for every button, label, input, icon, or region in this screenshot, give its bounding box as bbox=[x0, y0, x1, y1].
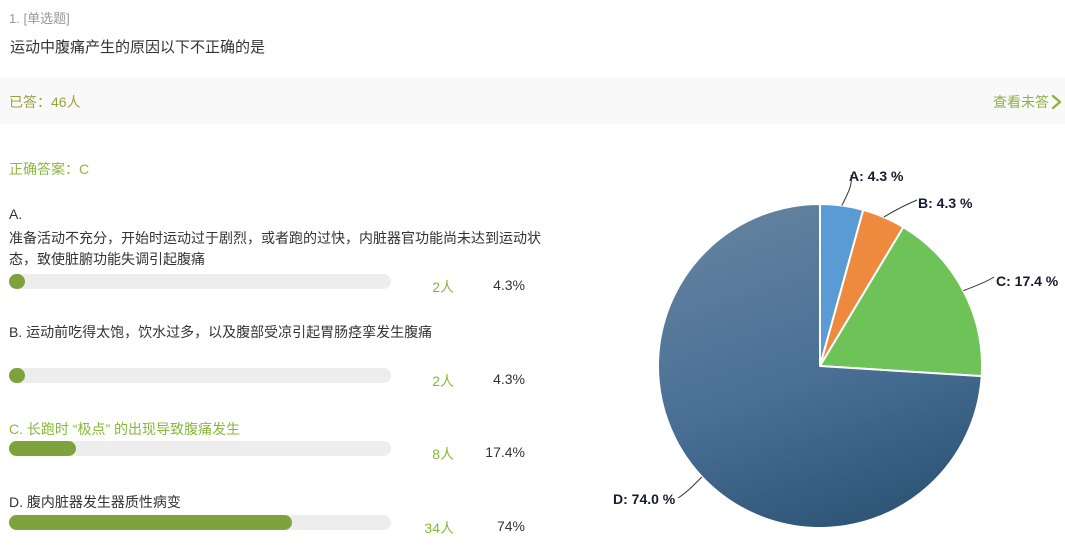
svg-text:C: 17.4 %: C: 17.4 % bbox=[996, 273, 1059, 289]
svg-text:B: 4.3 %: B: 4.3 % bbox=[918, 195, 973, 211]
svg-text:A: 4.3 %: A: 4.3 % bbox=[849, 168, 904, 184]
svg-text:D: 74.0 %: D: 74.0 % bbox=[613, 491, 676, 507]
